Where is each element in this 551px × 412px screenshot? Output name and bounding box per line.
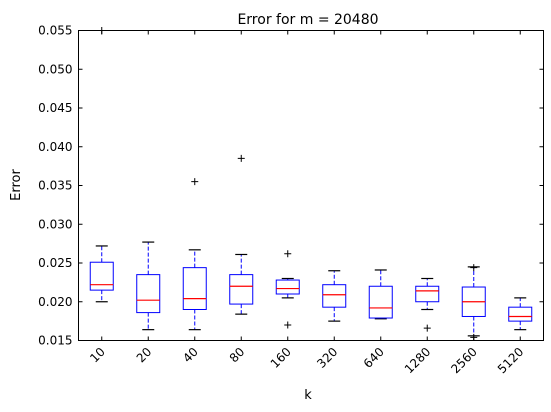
box-iqr — [229, 274, 254, 305]
outlier-point — [284, 250, 292, 258]
box-iqr — [322, 284, 347, 308]
y-tick-label: 0.040 — [38, 140, 72, 154]
box-iqr — [136, 274, 161, 314]
y-tick-label: 0.015 — [38, 334, 72, 348]
x-tick-label: 320 — [314, 345, 340, 371]
box-iqr — [415, 285, 440, 303]
x-tick-label: 40 — [180, 345, 201, 366]
box-640 — [368, 269, 393, 320]
outlier-point — [284, 321, 292, 329]
x-tick-label: 1280 — [402, 345, 433, 376]
box-20 — [136, 241, 161, 331]
y-tick-label: 0.020 — [38, 295, 72, 309]
box-40 — [182, 178, 207, 331]
box-iqr — [275, 279, 300, 295]
box-320 — [322, 270, 347, 322]
outlier-point — [191, 178, 199, 186]
y-tick-label: 0.050 — [38, 62, 72, 76]
box-1280 — [415, 277, 440, 332]
y-tick-label: 0.025 — [38, 256, 72, 270]
box-iqr — [508, 306, 533, 322]
box-iqr — [368, 285, 393, 319]
y-axis-label: Error — [9, 169, 24, 201]
outlier-point — [470, 333, 478, 341]
outlier-point — [470, 264, 478, 272]
box-iqr — [89, 261, 114, 291]
x-tick-label: 160 — [268, 345, 294, 371]
box-2560 — [461, 264, 486, 341]
x-tick-label: 640 — [361, 345, 387, 371]
outlier-point — [237, 154, 245, 162]
y-tick-label: 0.055 — [38, 24, 72, 38]
box-10 — [89, 27, 114, 303]
box-series — [89, 27, 533, 341]
outlier-point — [423, 324, 431, 332]
box-160 — [275, 250, 300, 329]
plot-frame — [78, 30, 544, 341]
y-tick-label: 0.035 — [38, 179, 72, 193]
y-tick-label: 0.045 — [38, 101, 72, 115]
box-80 — [229, 154, 254, 315]
axis-ticks: 0.015 0.020 0.025 0.030 0.035 0.040 0.045 0.050… — [38, 24, 544, 376]
x-tick-label: 80 — [227, 345, 248, 366]
box-iqr — [182, 267, 207, 310]
x-tick-label: 5120 — [495, 345, 526, 376]
x-axis-label: k — [304, 388, 312, 403]
x-tick-label: 2560 — [448, 345, 479, 376]
box-5120 — [508, 297, 533, 331]
y-tick-label: 0.030 — [38, 217, 72, 231]
x-tick-label: 20 — [134, 345, 155, 366]
chart-title: Error for m = 20480 — [237, 12, 378, 28]
x-tick-label: 10 — [87, 345, 108, 366]
